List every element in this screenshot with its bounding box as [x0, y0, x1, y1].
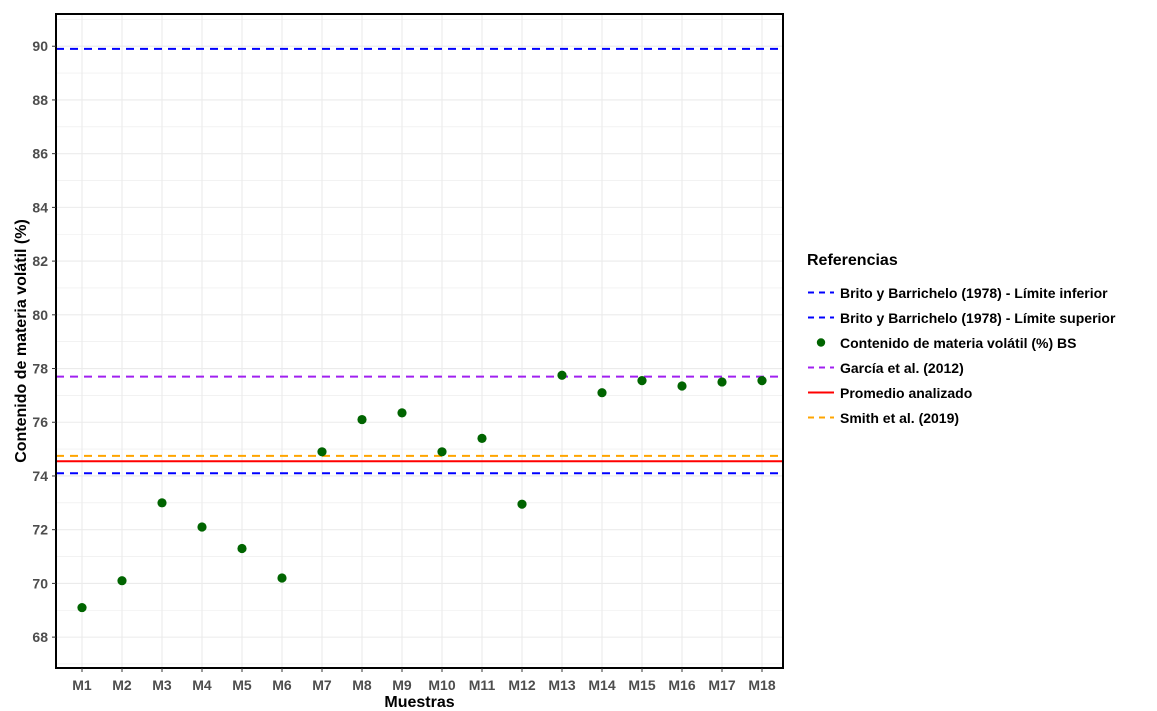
x-tick-label: M10	[428, 677, 455, 693]
legend-item: Brito y Barrichelo (1978) - Límite infer…	[805, 280, 1115, 305]
x-tick-label: M2	[112, 677, 132, 693]
y-tick-label: 72	[32, 522, 48, 538]
legend-label: Smith et al. (2019)	[840, 409, 960, 426]
data-point	[117, 576, 127, 586]
data-point	[677, 381, 687, 391]
legend-label: Brito y Barrichelo (1978) - Límite super…	[840, 309, 1116, 326]
data-point	[237, 543, 247, 554]
legend-item: Brito y Barrichelo (1978) - Límite super…	[805, 305, 1115, 330]
legend-line-key	[808, 291, 834, 294]
legend-label: Contenido de materia volátil (%) BS	[840, 334, 1077, 351]
data-point	[317, 447, 327, 457]
data-point	[557, 370, 567, 380]
data-point	[757, 376, 767, 386]
legend-line-key	[808, 316, 834, 319]
legend-point-key	[816, 338, 826, 347]
legend-item: García et al. (2012)	[805, 355, 1115, 380]
legend-title: Referencias	[807, 252, 898, 269]
x-tick-label: M7	[312, 677, 332, 693]
data-points	[77, 370, 767, 613]
legend-item: Contenido de materia volátil (%) BS	[805, 330, 1115, 355]
x-tick-label: M5	[232, 677, 252, 693]
x-tick-label: M3	[152, 677, 172, 693]
y-tick-label: 68	[32, 629, 48, 645]
x-tick-label: M14	[588, 677, 615, 693]
y-tick-label: 90	[32, 38, 48, 54]
legend-label: García et al. (2012)	[840, 359, 964, 376]
y-tick-label: 80	[32, 307, 48, 323]
legend-item: Smith et al. (2019)	[805, 405, 1115, 430]
data-point	[717, 377, 727, 387]
x-tick-label: M16	[668, 677, 695, 693]
legend-line-key	[808, 366, 834, 369]
legend-label: Brito y Barrichelo (1978) - Límite infer…	[840, 284, 1108, 301]
legend-line-key	[808, 391, 834, 394]
x-tick-label: M6	[272, 677, 292, 693]
x-tick-label: M9	[392, 677, 412, 693]
y-axis-ticks: 68 70 72 74 76 78 80 82 84 86 88 90	[32, 38, 56, 645]
x-tick-label: M17	[708, 677, 735, 693]
legend-label: Promedio analizado	[840, 384, 973, 401]
legend-item: Promedio analizado	[805, 380, 1115, 405]
y-axis-title: Contenido de materia volátil (%)	[13, 219, 30, 463]
x-tick-label: M8	[352, 677, 372, 693]
y-tick-label: 82	[32, 253, 48, 269]
data-point	[437, 447, 447, 457]
grid	[56, 14, 783, 668]
x-tick-label: M1	[72, 677, 92, 693]
data-point	[477, 433, 487, 443]
data-point	[197, 522, 207, 532]
data-point	[597, 388, 607, 398]
y-tick-label: 88	[32, 92, 48, 108]
plot-border	[55, 13, 784, 669]
data-point	[77, 602, 87, 613]
y-tick-label: 84	[32, 199, 48, 215]
data-point	[157, 498, 167, 508]
x-tick-label: M11	[469, 677, 496, 693]
y-tick-label: 70	[32, 575, 48, 591]
x-tick-label: M4	[192, 677, 212, 693]
data-point	[517, 499, 527, 509]
legend-point	[816, 338, 826, 347]
x-tick-label: M18	[748, 677, 775, 693]
reference-lines	[56, 47, 783, 475]
y-tick-label: 86	[32, 146, 48, 162]
x-axis-title: Muestras	[384, 694, 454, 711]
legend-items: Brito y Barrichelo (1978) - Límite infer…	[805, 280, 1115, 430]
data-point	[357, 414, 367, 425]
legend: Referencias Brito y Barrichelo (1978) - …	[805, 252, 1115, 430]
y-tick-label: 76	[32, 414, 48, 430]
y-tick-label: 78	[32, 361, 48, 377]
x-tick-label: M13	[548, 677, 575, 693]
data-point	[277, 573, 287, 583]
legend-line-key	[808, 416, 834, 419]
x-axis-ticks: M1 M2 M3 M4 M5 M6 M7 M8 M9 M10 M11 M12 M13 M14 M15 M16 M…	[72, 668, 776, 693]
x-tick-label: M12	[508, 677, 535, 693]
y-tick-label: 74	[32, 468, 48, 484]
data-point	[637, 376, 647, 386]
x-tick-label: M15	[628, 677, 655, 693]
data-point	[397, 408, 407, 418]
